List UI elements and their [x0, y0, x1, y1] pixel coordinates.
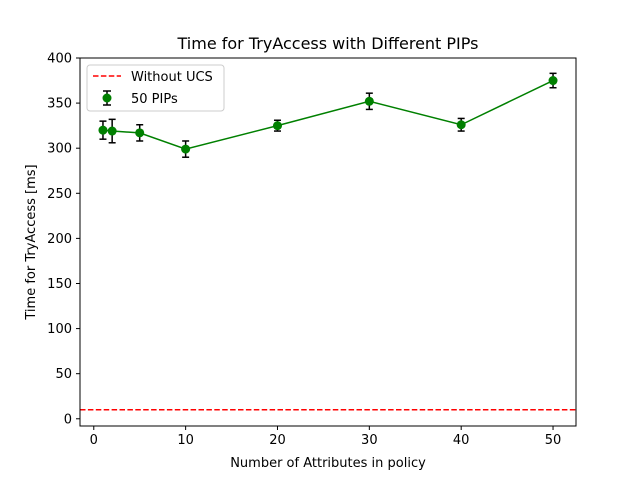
data-point — [364, 96, 374, 106]
y-tick-label: 0 — [64, 412, 72, 427]
plot-area — [80, 58, 576, 426]
x-axis: 0 10 20 30 40 50 — [90, 426, 562, 448]
legend-label-50-pips: 50 PIPs — [131, 92, 178, 107]
x-axis-label: Number of Attributes in policy — [230, 456, 426, 471]
legend-box — [86, 64, 225, 112]
y-tick-label: 350 — [47, 97, 72, 112]
legend-swatch-50-pips — [102, 93, 112, 103]
x-tick-label: 30 — [361, 433, 378, 448]
data-point — [135, 128, 145, 138]
y-axis-label: Time for TryAccess [ms] — [24, 164, 39, 320]
plot-frame — [79, 57, 577, 427]
x-tick-label: 20 — [269, 433, 286, 448]
x-tick-label: 10 — [177, 433, 194, 448]
y-tick-label: 250 — [47, 187, 72, 202]
y-tick-label: 400 — [47, 52, 72, 67]
data-point — [272, 121, 282, 131]
legend-label-without-ucs: Without UCS — [131, 70, 213, 85]
x-tick-label: 50 — [545, 433, 562, 448]
data-point — [98, 125, 108, 135]
x-tick-label: 40 — [453, 433, 470, 448]
y-tick-label: 300 — [47, 142, 72, 157]
y-tick-label: 50 — [55, 367, 72, 382]
y-tick-label: 200 — [47, 232, 72, 247]
data-point — [456, 120, 466, 130]
plot-background — [80, 58, 576, 426]
data-point — [181, 144, 191, 154]
x-tick-label: 0 — [90, 433, 98, 448]
series-line-50-pips — [102, 79, 554, 150]
series-layer — [98, 72, 558, 158]
y-tick-label: 150 — [47, 277, 72, 292]
data-point — [548, 76, 558, 86]
legend: Without UCS 50 PIPs — [86, 64, 225, 112]
chart-title: Time for TryAccess with Different PIPs — [177, 34, 479, 53]
y-tick-label: 100 — [47, 322, 72, 337]
y-axis: 0 50 100 150 200 250 300 350 400 — [47, 52, 80, 427]
data-point — [107, 126, 117, 136]
